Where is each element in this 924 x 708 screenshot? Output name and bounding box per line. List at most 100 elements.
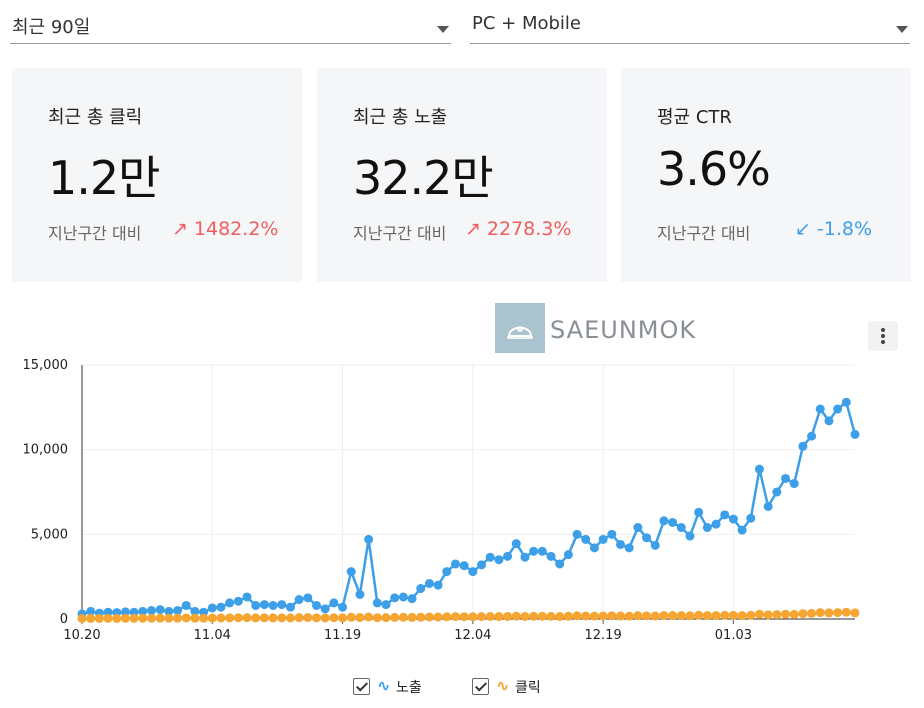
data-point-impressions	[450, 559, 460, 569]
data-point-impressions	[329, 598, 339, 608]
data-point-clicks	[815, 608, 825, 618]
data-point-impressions	[815, 404, 825, 414]
card-compare-label: 지난구간 대비	[353, 224, 447, 243]
data-point-impressions	[285, 602, 295, 612]
data-point-impressions	[668, 517, 678, 527]
data-point-clicks	[355, 613, 365, 623]
data-point-impressions	[251, 600, 261, 610]
data-point-clicks	[676, 611, 686, 621]
data-point-clicks	[728, 610, 738, 620]
data-point-clicks	[468, 612, 478, 622]
data-point-impressions	[589, 543, 599, 553]
data-point-impressions	[694, 507, 704, 517]
data-point-clicks	[503, 611, 513, 621]
legend-label: 클릭	[515, 680, 541, 696]
data-point-clicks	[424, 612, 434, 622]
data-point-clicks	[398, 612, 408, 622]
data-point-clicks	[529, 611, 539, 621]
more-options-icon[interactable]	[868, 321, 898, 351]
x-tick-label: 12.04	[454, 628, 491, 643]
data-point-impressions	[259, 600, 269, 610]
data-point-clicks	[763, 610, 773, 620]
x-tick-label: 01.03	[715, 628, 752, 643]
card-value: 32.2만	[353, 151, 494, 205]
data-point-clicks	[146, 613, 156, 623]
data-point-clicks	[320, 613, 330, 623]
data-point-impressions	[833, 404, 843, 414]
data-point-impressions	[624, 543, 634, 553]
data-point-clicks	[642, 611, 652, 621]
data-point-clicks	[694, 610, 704, 620]
data-point-impressions	[633, 523, 643, 533]
period-select[interactable]: 최근 90일	[10, 6, 451, 44]
data-point-clicks	[416, 612, 426, 622]
data-point-impressions	[468, 567, 478, 577]
legend-label: 노출	[396, 680, 422, 696]
data-point-clicks	[285, 613, 295, 623]
data-point-impressions	[294, 595, 304, 605]
data-point-impressions	[190, 606, 200, 616]
data-point-clicks	[268, 613, 278, 623]
device-select[interactable]: PC + Mobile	[470, 6, 910, 44]
card-compare-label: 지난구간 대비	[657, 224, 751, 243]
card-title: 최근 총 노출	[353, 107, 448, 128]
data-point-impressions	[772, 487, 782, 497]
series-line-impressions	[81, 401, 857, 616]
data-point-impressions	[485, 552, 495, 562]
data-point-clicks	[537, 611, 547, 621]
data-point-impressions	[520, 552, 530, 562]
data-point-impressions	[615, 539, 625, 549]
data-point-impressions	[676, 523, 686, 533]
data-point-impressions	[207, 603, 217, 613]
data-point-impressions	[798, 441, 808, 451]
data-point-clicks	[207, 613, 217, 623]
data-point-impressions	[789, 479, 799, 489]
data-point-impressions	[850, 429, 860, 439]
data-point-clicks	[442, 612, 452, 622]
data-point-clicks	[772, 610, 782, 620]
y-tick-label: 10,000	[23, 443, 69, 458]
data-point-clicks	[181, 613, 191, 623]
data-point-clicks	[138, 613, 148, 623]
x-tick-label: 10.20	[63, 628, 100, 643]
data-point-clicks	[459, 612, 469, 622]
data-point-impressions	[746, 513, 756, 523]
data-point-clicks	[77, 613, 87, 623]
card-delta: ↙ -1.8%	[795, 218, 872, 240]
data-point-clicks	[216, 613, 226, 623]
legend-checkbox[interactable]	[472, 678, 489, 695]
data-point-clicks	[190, 613, 200, 623]
data-point-clicks	[615, 611, 625, 621]
data-point-clicks	[294, 613, 304, 623]
data-point-impressions	[433, 580, 443, 590]
data-point-impressions	[477, 560, 487, 570]
data-point-clicks	[607, 611, 617, 621]
card-delta-value: 2278.3%	[486, 218, 572, 240]
data-point-clicks	[781, 609, 791, 619]
data-point-impressions	[563, 550, 573, 560]
data-point-clicks	[129, 613, 139, 623]
data-point-impressions	[364, 534, 374, 544]
card-title: 최근 총 클릭	[48, 107, 143, 128]
data-point-impressions	[763, 501, 773, 511]
y-tick-label: 0	[60, 612, 68, 627]
data-point-clicks	[702, 611, 712, 621]
data-point-clicks	[173, 613, 183, 623]
data-point-impressions	[459, 561, 469, 571]
data-point-impressions	[146, 606, 156, 616]
trend-chart: 0 5,000 10,000 15,000 10.20 11.04 11.19 12.04 12…	[23, 358, 860, 643]
data-point-impressions	[537, 546, 547, 556]
data-point-impressions	[216, 602, 226, 612]
series-line-icon: ∿	[377, 676, 391, 695]
data-point-impressions	[86, 606, 96, 616]
series-line-icon: ∿	[496, 676, 510, 695]
x-tick-label: 11.19	[324, 628, 361, 643]
data-point-impressions	[642, 533, 652, 543]
card-delta: ↗ 1482.2%	[172, 218, 278, 240]
data-point-clicks	[233, 613, 243, 623]
data-point-clicks	[94, 613, 104, 623]
legend-checkbox[interactable]	[353, 678, 370, 695]
data-point-impressions	[572, 529, 582, 539]
data-point-clicks	[372, 613, 382, 623]
data-point-impressions	[555, 559, 565, 569]
